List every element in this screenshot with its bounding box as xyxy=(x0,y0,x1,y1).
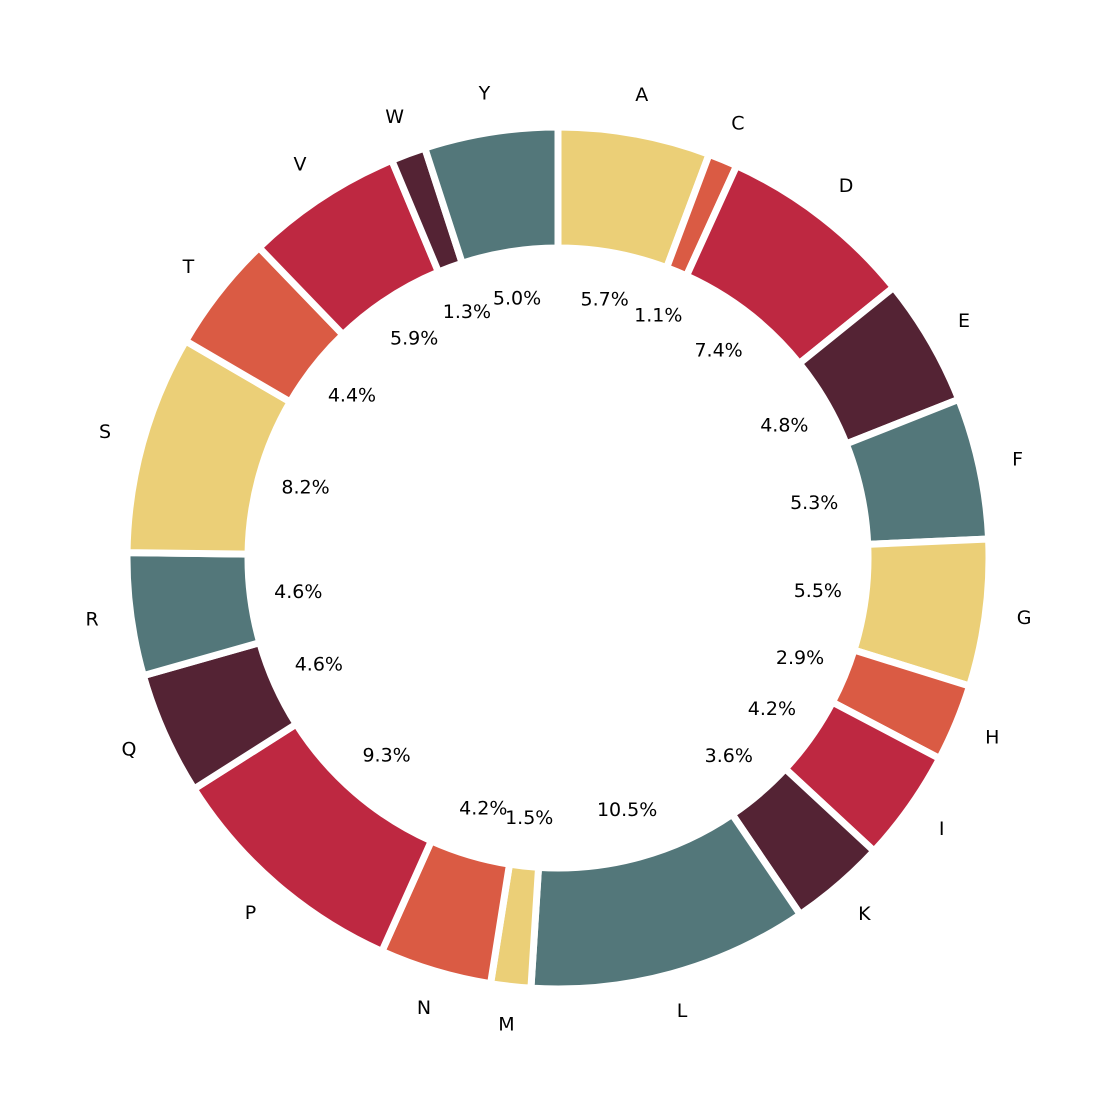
percent-label-k: 3.6% xyxy=(705,745,753,767)
category-label-i: I xyxy=(939,818,945,840)
category-label-y: Y xyxy=(478,82,491,104)
percent-label-v: 5.9% xyxy=(390,328,438,350)
category-label-n: N xyxy=(417,997,431,1019)
category-label-r: R xyxy=(85,608,98,630)
category-label-e: E xyxy=(958,310,970,332)
percent-label-n: 4.2% xyxy=(459,798,507,820)
donut-slices xyxy=(123,123,993,993)
percent-label-c: 1.1% xyxy=(634,304,682,326)
category-label-g: G xyxy=(1017,607,1032,629)
percent-label-l: 10.5% xyxy=(597,799,657,821)
category-label-h: H xyxy=(985,726,999,748)
percent-label-a: 5.7% xyxy=(581,289,629,311)
percent-label-g: 5.5% xyxy=(794,580,842,602)
category-label-l: L xyxy=(677,1000,688,1022)
category-label-w: W xyxy=(385,106,404,128)
category-label-d: D xyxy=(839,175,854,197)
percent-label-e: 4.8% xyxy=(760,415,808,437)
category-labels: A C D E F G H I K L M N P Q R S T V W Y xyxy=(85,82,1031,1035)
category-label-p: P xyxy=(245,902,256,924)
category-label-c: C xyxy=(731,112,744,134)
percent-label-q: 4.6% xyxy=(295,654,343,676)
percent-label-m: 1.5% xyxy=(505,807,553,829)
percent-label-y: 5.0% xyxy=(493,288,541,310)
percent-label-i: 4.2% xyxy=(748,698,796,720)
percent-label-r: 4.6% xyxy=(274,581,322,603)
category-label-m: M xyxy=(498,1014,514,1036)
category-label-t: T xyxy=(182,256,195,278)
category-label-s: S xyxy=(99,421,111,443)
slice-y xyxy=(420,123,562,268)
percent-label-p: 9.3% xyxy=(362,745,410,767)
category-label-a: A xyxy=(635,84,648,106)
percent-label-f: 5.3% xyxy=(790,492,838,514)
category-label-k: K xyxy=(858,903,871,925)
percent-label-t: 4.4% xyxy=(328,385,376,407)
percent-label-d: 7.4% xyxy=(694,339,742,361)
percent-labels: 5.7%1.1% 7.4% 4.8% 5.3% 5.5% 2.9% 4.2% 3.6% 10.5… xyxy=(274,288,842,829)
percent-label-w: 1.3% xyxy=(443,301,491,323)
percent-label-h: 2.9% xyxy=(776,647,824,669)
percent-label-s: 8.2% xyxy=(281,477,329,499)
category-label-f: F xyxy=(1012,448,1023,470)
category-label-v: V xyxy=(293,154,306,176)
category-label-q: Q xyxy=(122,739,137,761)
